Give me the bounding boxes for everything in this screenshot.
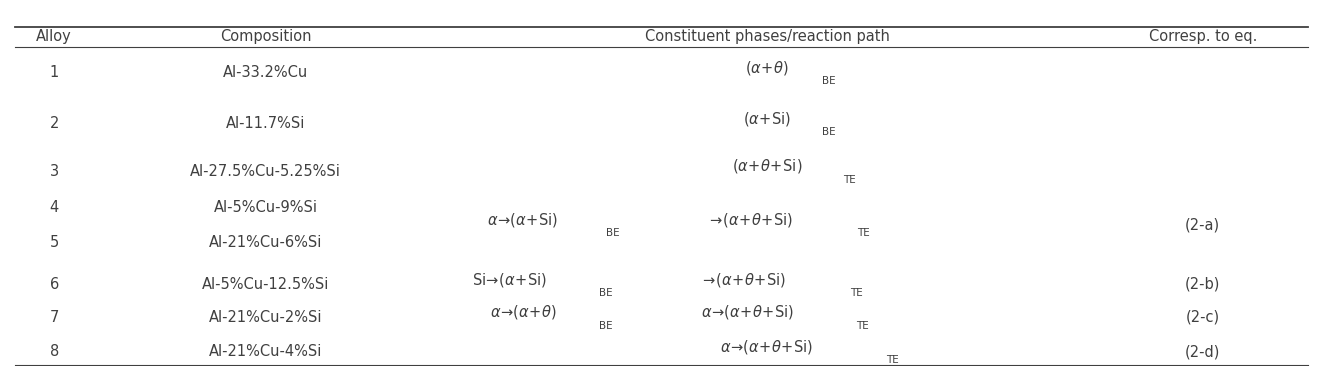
Text: Al-5%Cu-9%Si: Al-5%Cu-9%Si	[213, 200, 318, 215]
Text: BE: BE	[606, 229, 619, 238]
Text: BE: BE	[823, 127, 836, 137]
Text: Al-33.2%Cu: Al-33.2%Cu	[222, 65, 308, 80]
Text: TE: TE	[843, 174, 856, 184]
Text: 6: 6	[49, 277, 58, 292]
Text: BE: BE	[599, 321, 613, 330]
Text: Al-21%Cu-4%Si: Al-21%Cu-4%Si	[209, 344, 321, 359]
Text: $\alpha\!\rightarrow\!(\alpha\!+\!\theta)$: $\alpha\!\rightarrow\!(\alpha\!+\!\theta…	[490, 303, 556, 321]
Text: $\alpha\!\rightarrow\!(\alpha\!+\!\theta\!+\!\mathrm{Si})$: $\alpha\!\rightarrow\!(\alpha\!+\!\theta…	[701, 303, 794, 321]
Text: 8: 8	[49, 344, 58, 359]
Text: 3: 3	[50, 164, 58, 178]
Text: TE: TE	[856, 321, 868, 330]
Text: Corresp. to eq.: Corresp. to eq.	[1148, 29, 1257, 43]
Text: Constituent phases/reaction path: Constituent phases/reaction path	[644, 29, 889, 43]
Text: (2-a): (2-a)	[1185, 217, 1220, 233]
Text: BE: BE	[823, 76, 836, 86]
Text: Al-11.7%Si: Al-11.7%Si	[226, 116, 306, 131]
Text: 2: 2	[49, 116, 60, 131]
Text: $\alpha\!\rightarrow\!(\alpha\!+\!\mathrm{Si})$: $\alpha\!\rightarrow\!(\alpha\!+\!\mathr…	[487, 211, 558, 229]
Text: (2-d): (2-d)	[1185, 344, 1221, 359]
Text: Composition: Composition	[220, 29, 311, 43]
Text: Alloy: Alloy	[36, 29, 71, 43]
Text: Al-5%Cu-12.5%Si: Al-5%Cu-12.5%Si	[201, 277, 329, 292]
Text: TE: TE	[886, 355, 898, 365]
Text: 1: 1	[49, 65, 58, 80]
Text: 7: 7	[49, 309, 60, 325]
Text: $\rightarrow\!(\alpha\!+\!\theta\!+\!\mathrm{Si})$: $\rightarrow\!(\alpha\!+\!\theta\!+\!\ma…	[706, 211, 792, 229]
Text: TE: TE	[851, 288, 864, 298]
Text: Al-27.5%Cu-5.25%Si: Al-27.5%Cu-5.25%Si	[191, 164, 341, 178]
Text: $\mathrm{Si}\!\rightarrow\!(\alpha\!+\!\mathrm{Si})$: $\mathrm{Si}\!\rightarrow\!(\alpha\!+\!\…	[472, 270, 548, 289]
Text: 5: 5	[49, 235, 58, 250]
Text: BE: BE	[599, 288, 613, 298]
Text: $(\alpha\!+\!\theta)$: $(\alpha\!+\!\theta)$	[745, 59, 789, 77]
Text: TE: TE	[857, 229, 869, 238]
Text: $(\alpha\!+\!\mathrm{Si})$: $(\alpha\!+\!\mathrm{Si})$	[744, 110, 791, 128]
Text: $\alpha\!\rightarrow\!(\alpha\!+\!\theta\!+\!\mathrm{Si})$: $\alpha\!\rightarrow\!(\alpha\!+\!\theta…	[721, 338, 814, 356]
Text: $(\alpha\!+\!\theta\!+\!\mathrm{Si})$: $(\alpha\!+\!\theta\!+\!\mathrm{Si})$	[732, 158, 802, 176]
Text: Al-21%Cu-6%Si: Al-21%Cu-6%Si	[209, 235, 321, 250]
Text: $\rightarrow\!(\alpha\!+\!\theta\!+\!\mathrm{Si})$: $\rightarrow\!(\alpha\!+\!\theta\!+\!\ma…	[700, 270, 786, 289]
Text: (2-c): (2-c)	[1185, 309, 1220, 325]
Text: (2-b): (2-b)	[1185, 277, 1221, 292]
Text: Al-21%Cu-2%Si: Al-21%Cu-2%Si	[209, 309, 323, 325]
Text: 4: 4	[49, 200, 58, 215]
